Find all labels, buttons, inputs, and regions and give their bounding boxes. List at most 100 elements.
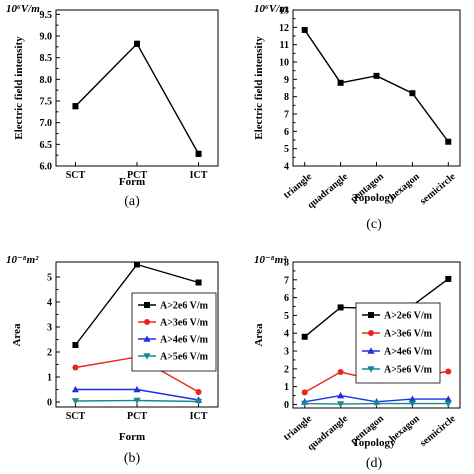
legend-marker [367,366,375,373]
y-axis-title: Electric field intensity [253,36,265,140]
plot-frame [55,9,219,167]
data-point [134,261,140,268]
x-tick-label: SCT [66,170,86,181]
panel-label: (a) [124,194,140,209]
x-tick-label: ICT [190,411,208,422]
data-point [408,395,417,402]
x-axis-title: Topology [352,192,396,204]
legend-label: A>2e6 V/m [160,301,209,312]
legend: A>2e6 V/m A>3e6 V/m A>4e6 V/m A>5e6 V/m [355,302,441,384]
data-point [337,79,344,86]
series-line [304,29,449,143]
x-axis-title: Topology [352,437,396,449]
data-point [445,275,452,282]
y-axis-title: Electric field intensity [13,36,25,140]
unit-label: 10⁶V/m [254,3,288,15]
data-point [337,304,344,311]
plot-frame [292,9,461,167]
legend-marker [144,319,150,325]
y-tick-label: 0 [47,398,52,409]
data-point [195,279,202,286]
y-axis-title: Area [253,323,265,347]
data-point [445,368,452,375]
panel-label: (d) [366,456,383,471]
y-tick-label: 12 [279,23,289,34]
legend-marker [367,347,375,354]
y-tick-label: 8.5 [40,53,53,64]
y-tick-label: 6 [284,293,289,304]
y-tick-label: 1 [47,373,52,384]
data-point [301,333,308,340]
legend-label: A>4e6 V/m [384,347,433,358]
y-tick-label: 13 [279,6,289,17]
y-tick-label: 8 [284,258,289,269]
legend-label: A>3e6 V/m [160,318,209,329]
data-point [301,400,309,408]
x-tick-label: PCT [127,170,147,181]
data-point [301,389,308,396]
y-tick-label: 9.0 [40,32,53,43]
legend-marker [143,353,151,360]
y-tick-label: 5 [284,144,289,155]
legend-label: A>5e6 V/m [384,365,433,376]
y-axis-title: Area [11,323,23,347]
data-point [372,400,381,408]
data-point [195,150,202,157]
legend-label: A>2e6 V/m [384,311,433,322]
y-tick-label: 11 [280,40,289,51]
y-tick-label: 6.0 [40,162,53,173]
y-tick-label: 4 [47,298,52,309]
legend-marker [368,330,374,336]
x-tick-label: ICT [190,170,208,181]
y-tick-label: 0 [284,400,289,411]
panel-label: (b) [124,451,141,466]
chart-panel-a: 6.0 6.5 7.0 7.5 8.0 8.5 9.0 9.5 SCT PCT ICT Form Ele… [6,3,219,209]
x-axis-title: Form [119,431,145,443]
legend-marker [368,312,374,318]
data-point [72,342,79,348]
y-tick-label: 4 [284,329,289,340]
y-tick-label: 6 [284,127,289,138]
y-tick-label: 7.5 [40,97,53,108]
data-point [336,401,345,408]
x-tick-label: triangle [282,171,315,201]
y-tick-label: 9.5 [40,10,53,21]
data-point [408,400,417,408]
series-line [74,42,200,155]
data-point [445,138,452,145]
data-point [72,364,79,371]
y-tick-label: 7.0 [40,118,53,129]
y-tick-label: 3 [284,347,289,358]
y-tick-label: 5 [284,311,289,322]
x-axis-title: Form [119,176,145,188]
y-tick-label: 10 [279,58,289,69]
y-tick-label: 3 [47,323,52,334]
legend-marker [144,302,150,308]
data-point [301,26,308,33]
legend-label: A>4e6 V/m [160,335,209,346]
chart-panel-c: 45678910111213trianglequadranglepentagon… [253,3,461,232]
data-point [337,369,344,376]
y-tick-label: 2 [284,364,289,375]
x-tick-label: semicircle [418,171,458,207]
legend-label: A>3e6 V/m [384,329,433,340]
y-tick-label: 7 [284,110,289,121]
data-point [195,389,202,395]
legend: A>2e6 V/m A>3e6 V/m A>4e6 V/m A>5e6 V/m [131,292,217,372]
data-point [133,397,141,405]
y-tick-label: 6.5 [40,140,53,151]
data-point [444,400,452,408]
legend-marker [143,335,151,342]
data-point [134,40,140,47]
y-tick-label: 2 [47,348,52,359]
y-tick-label: 9 [284,75,289,86]
x-tick-label: triangle [282,413,315,443]
x-tick-label: PCT [127,411,147,422]
x-tick-label: quadrangle [305,413,350,453]
unit-label: 10⁻⁸m² [6,254,39,266]
unit-label: 10⁻⁸m² [254,254,287,266]
data-point [409,90,416,97]
data-point [444,395,452,402]
chart-panel-b: 0 1 2 3 4 5 SCT PCT ICT Form Area 10⁻⁸m² (b) A>2e6 V/… [6,254,219,466]
